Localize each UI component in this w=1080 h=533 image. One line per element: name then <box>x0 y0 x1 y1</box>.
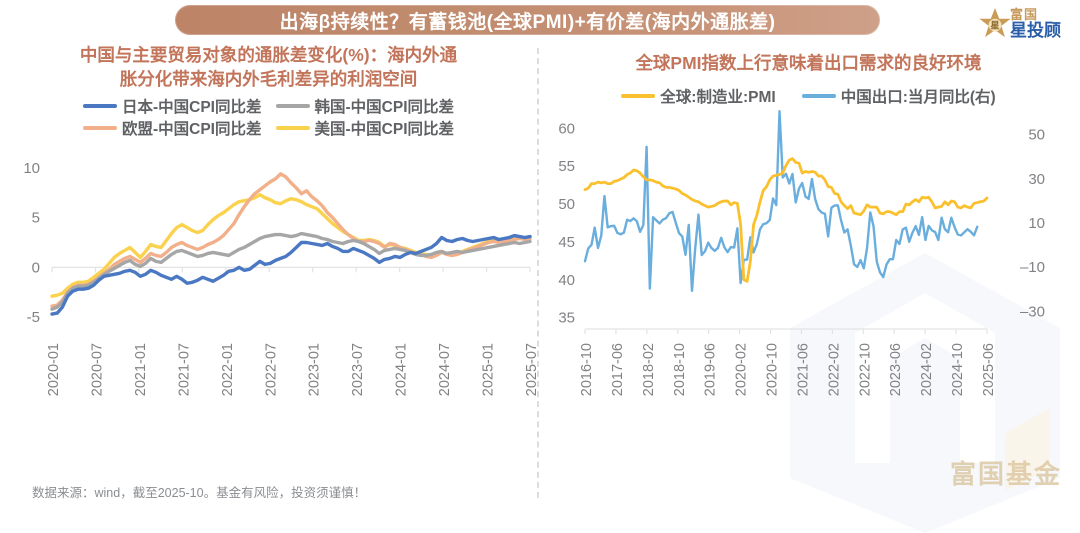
svg-text:60: 60 <box>558 120 575 137</box>
data-source-note: 数据来源：wind，截至2025-10。基金有风险，投资须谨慎！ <box>32 486 367 500</box>
svg-text:2024-01: 2024-01 <box>394 343 410 396</box>
svg-text:2017-06: 2017-06 <box>610 343 626 396</box>
legend-swatch-eu <box>82 126 117 131</box>
legend-item-global-pmi[interactable]: 全球:制造业:PMI <box>621 85 776 107</box>
left-chart-title: 中国与主要贸易对象的通胀差变化(%)：海内外通 胀分化带来海内外毛利差异的利润空… <box>0 40 537 91</box>
svg-text:2025-07: 2025-07 <box>524 343 537 396</box>
svg-text:2022-01: 2022-01 <box>220 343 236 396</box>
svg-text:2021-06: 2021-06 <box>795 343 811 396</box>
left-chart-title-line1: 中国与主要贸易对象的通胀差变化(%)：海内外通 <box>79 45 458 65</box>
right-chart-plot: 35 40 45 50 55 60 –30 –10 10 30 50 2016-10 2017-06 20… <box>537 107 1080 437</box>
svg-text:2020-10: 2020-10 <box>765 343 781 396</box>
legend-swatch-us <box>275 126 310 131</box>
legend-label-japan: 日本-中国CPI同比差 <box>121 99 262 117</box>
svg-text:50: 50 <box>1028 126 1045 143</box>
svg-text:2022-02: 2022-02 <box>826 343 842 396</box>
legend-swatch-china-exports <box>801 93 836 98</box>
svg-text:2020-01: 2020-01 <box>46 343 62 396</box>
legend-item-japan[interactable]: 日本-中国CPI同比差 <box>82 95 262 117</box>
svg-text:2024-07: 2024-07 <box>437 343 453 396</box>
legend-label-korea: 韩国-中国CPI同比差 <box>314 99 455 117</box>
left-chart-plot: -5 0 5 10 2020-01 2020-07 2021-01 2021-07 2022-0… <box>0 139 537 439</box>
svg-text:2016-10: 2016-10 <box>579 343 595 396</box>
svg-text:40: 40 <box>558 271 575 288</box>
legend-swatch-korea <box>275 104 310 109</box>
left-chart-legend: 日本-中国CPI同比差 韩国-中国CPI同比差 欧盟-中国CPI同比差 美国-中… <box>0 95 537 139</box>
legend-swatch-japan <box>82 104 117 109</box>
svg-text:2023-01: 2023-01 <box>307 343 323 396</box>
svg-text:2024-02: 2024-02 <box>919 343 935 396</box>
svg-text:10: 10 <box>23 160 40 177</box>
svg-text:2024-10: 2024-10 <box>950 343 966 396</box>
svg-text:2022-10: 2022-10 <box>857 343 873 396</box>
svg-text:55: 55 <box>558 158 575 175</box>
right-chart-panel: 全球PMI指数上行意味着出口需求的良好环境 全球:制造业:PMI 中国出口:当月… <box>537 40 1080 470</box>
star-icon: 星 <box>979 8 1011 38</box>
page-header: 出海β持续性？有蓄钱池(全球PMI)+有价差(海内外通胀差) 星 富国 星投顾 <box>0 0 1080 40</box>
legend-label-global-pmi: 全球:制造业:PMI <box>660 88 776 106</box>
page-title: 出海β持续性？有蓄钱池(全球PMI)+有价差(海内外通胀差) <box>279 11 776 33</box>
pmi-exports-chart: 35 40 45 50 55 60 –30 –10 10 30 50 2016-10 2017-06 20… <box>558 109 1045 396</box>
svg-text:–10: –10 <box>1020 259 1045 276</box>
legend-label-us: 美国-中国CPI同比差 <box>314 121 455 139</box>
svg-text:2021-01: 2021-01 <box>133 343 149 396</box>
svg-text:2022-07: 2022-07 <box>263 343 279 396</box>
svg-text:10: 10 <box>1028 215 1045 232</box>
legend-label-eu: 欧盟-中国CPI同比差 <box>121 121 262 139</box>
panel-divider <box>537 48 539 498</box>
svg-text:星: 星 <box>990 21 999 32</box>
svg-text:45: 45 <box>558 234 575 251</box>
legend-label-china-exports: 中国出口:当月同比(右) <box>840 88 996 106</box>
brand-top-label: 富国 <box>1010 6 1039 22</box>
svg-text:2020-02: 2020-02 <box>734 343 750 396</box>
svg-text:2019-06: 2019-06 <box>703 343 719 396</box>
charts-container: 中国与主要贸易对象的通胀差变化(%)：海内外通 胀分化带来海内外毛利差异的利润空… <box>0 40 1080 470</box>
svg-text:35: 35 <box>558 309 575 326</box>
svg-text:2020-07: 2020-07 <box>89 343 105 396</box>
brand-bottom-label: 星投顾 <box>1010 20 1061 40</box>
legend-item-korea[interactable]: 韩国-中国CPI同比差 <box>275 95 455 117</box>
svg-text:–30: –30 <box>1020 303 1045 320</box>
svg-text:2023-07: 2023-07 <box>350 343 366 396</box>
left-chart-panel: 中国与主要贸易对象的通胀差变化(%)：海内外通 胀分化带来海内外毛利差异的利润空… <box>0 40 537 470</box>
right-chart-legend: 全球:制造业:PMI 中国出口:当月同比(右) <box>537 85 1080 107</box>
page-title-banner: 出海β持续性？有蓄钱池(全球PMI)+有价差(海内外通胀差) <box>175 5 880 35</box>
svg-text:2023-06: 2023-06 <box>888 343 904 396</box>
right-chart-title: 全球PMI指数上行意味着出口需求的良好环境 <box>635 53 982 73</box>
legend-item-china-exports[interactable]: 中国出口:当月同比(右) <box>801 85 996 107</box>
svg-text:30: 30 <box>1028 170 1045 187</box>
svg-text:0: 0 <box>32 260 40 277</box>
svg-text:50: 50 <box>558 196 575 213</box>
svg-text:2025-06: 2025-06 <box>981 343 997 396</box>
svg-text:2025-01: 2025-01 <box>481 343 497 396</box>
svg-text:2018-02: 2018-02 <box>641 343 657 396</box>
legend-item-eu[interactable]: 欧盟-中国CPI同比差 <box>82 117 262 139</box>
svg-text:5: 5 <box>32 210 40 227</box>
svg-text:-5: -5 <box>27 309 40 326</box>
brand-logo: 星 富国 星投顾 <box>978 0 1074 46</box>
svg-text:2018-10: 2018-10 <box>672 343 688 396</box>
inflation-gap-chart: -5 0 5 10 2020-01 2020-07 2021-01 2021-07 2022-0… <box>23 160 537 396</box>
svg-text:2021-07: 2021-07 <box>176 343 192 396</box>
legend-item-us[interactable]: 美国-中国CPI同比差 <box>275 117 455 139</box>
legend-swatch-global-pmi <box>621 93 656 98</box>
left-chart-title-line2: 胀分化带来海内外毛利差异的利润空间 <box>119 68 418 89</box>
